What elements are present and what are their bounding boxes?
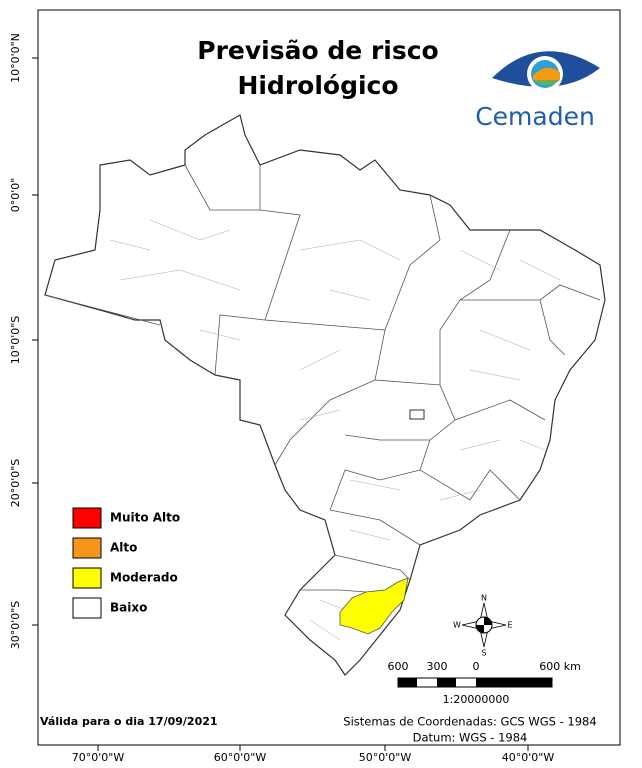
lat-label: 0°0'0": [9, 178, 22, 213]
compass: N S E W: [453, 594, 512, 658]
legend-label: Moderado: [110, 571, 178, 585]
scale-label: 300: [427, 660, 448, 673]
lon-label: 50°0'0"W: [359, 751, 412, 764]
scale-label: 600: [388, 660, 409, 673]
lon-label: 60°0'0"W: [214, 751, 267, 764]
lat-label: 10°0'0"N: [9, 33, 22, 83]
title-line: Hidrológico: [237, 71, 398, 100]
scale-label: 600 km: [539, 660, 581, 673]
legend-label: Muito Alto: [110, 511, 180, 525]
lat-label: 20°0'0"S: [9, 459, 22, 508]
valid-date: Válida para o dia 17/09/2021: [40, 715, 218, 728]
lon-label: 70°0'0"W: [72, 751, 125, 764]
brazil-map: [44, 114, 606, 676]
compass-label: N: [481, 594, 487, 603]
legend-swatch: [72, 567, 102, 589]
scale-label: 0: [473, 660, 480, 673]
compass-label: E: [507, 621, 512, 630]
frame-ticks: [32, 57, 529, 751]
compass-label: S: [481, 649, 486, 658]
legend-swatch: [72, 597, 102, 619]
legend-swatch: [72, 537, 102, 559]
legend: Muito Alto Alto Moderado Baixo: [72, 507, 180, 619]
legend-swatch: [72, 507, 102, 529]
logo: Cemaden: [475, 51, 600, 131]
lat-label: 10°0'0"S: [9, 316, 22, 365]
logo-text: Cemaden: [475, 102, 595, 131]
datum: Datum: WGS - 1984: [413, 731, 528, 745]
title-line: Previsão de risco: [197, 36, 438, 65]
legend-label: Alto: [110, 541, 137, 555]
scale-ratio: 1:20000000: [443, 693, 510, 706]
scale-bar: 600 300 0 600 km 1:20000000: [388, 660, 581, 706]
lon-label: 40°0'0"W: [502, 751, 555, 764]
compass-label: W: [453, 621, 461, 630]
lat-label: 30°0'0"S: [9, 601, 22, 650]
legend-label: Baixo: [110, 601, 147, 615]
coord-system: Sistemas de Coordenadas: GCS WGS - 1984: [343, 715, 596, 729]
